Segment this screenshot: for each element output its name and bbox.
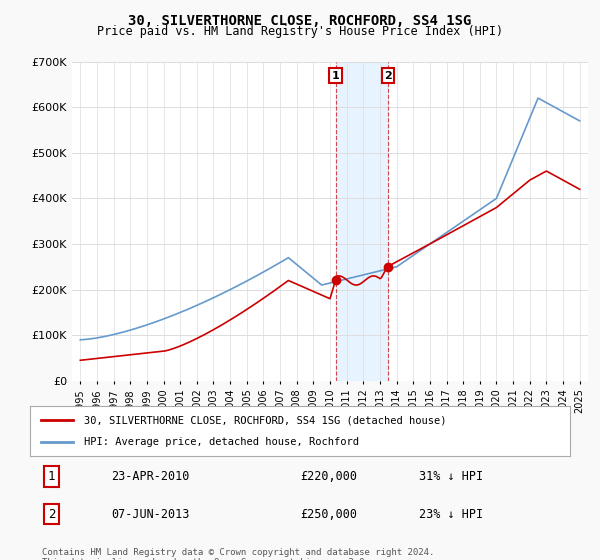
Text: Price paid vs. HM Land Registry's House Price Index (HPI): Price paid vs. HM Land Registry's House …: [97, 25, 503, 38]
Text: 31% ↓ HPI: 31% ↓ HPI: [419, 470, 483, 483]
Text: 2: 2: [48, 507, 55, 521]
Text: 2: 2: [385, 71, 392, 81]
Text: 23% ↓ HPI: 23% ↓ HPI: [419, 507, 483, 521]
Bar: [335, 62, 388, 381]
Text: Contains HM Land Registry data © Crown copyright and database right 2024.
This d: Contains HM Land Registry data © Crown c…: [42, 548, 434, 560]
Text: 30, SILVERTHORNE CLOSE, ROCHFORD, SS4 1SG (detached house): 30, SILVERTHORNE CLOSE, ROCHFORD, SS4 1S…: [84, 415, 446, 425]
Text: 07-JUN-2013: 07-JUN-2013: [111, 507, 190, 521]
Text: HPI: Average price, detached house, Rochford: HPI: Average price, detached house, Roch…: [84, 437, 359, 447]
Text: £220,000: £220,000: [300, 470, 357, 483]
Text: 30, SILVERTHORNE CLOSE, ROCHFORD, SS4 1SG: 30, SILVERTHORNE CLOSE, ROCHFORD, SS4 1S…: [128, 14, 472, 28]
Text: £250,000: £250,000: [300, 507, 357, 521]
Text: 23-APR-2010: 23-APR-2010: [111, 470, 190, 483]
Text: 1: 1: [332, 71, 340, 81]
Text: 1: 1: [48, 470, 55, 483]
